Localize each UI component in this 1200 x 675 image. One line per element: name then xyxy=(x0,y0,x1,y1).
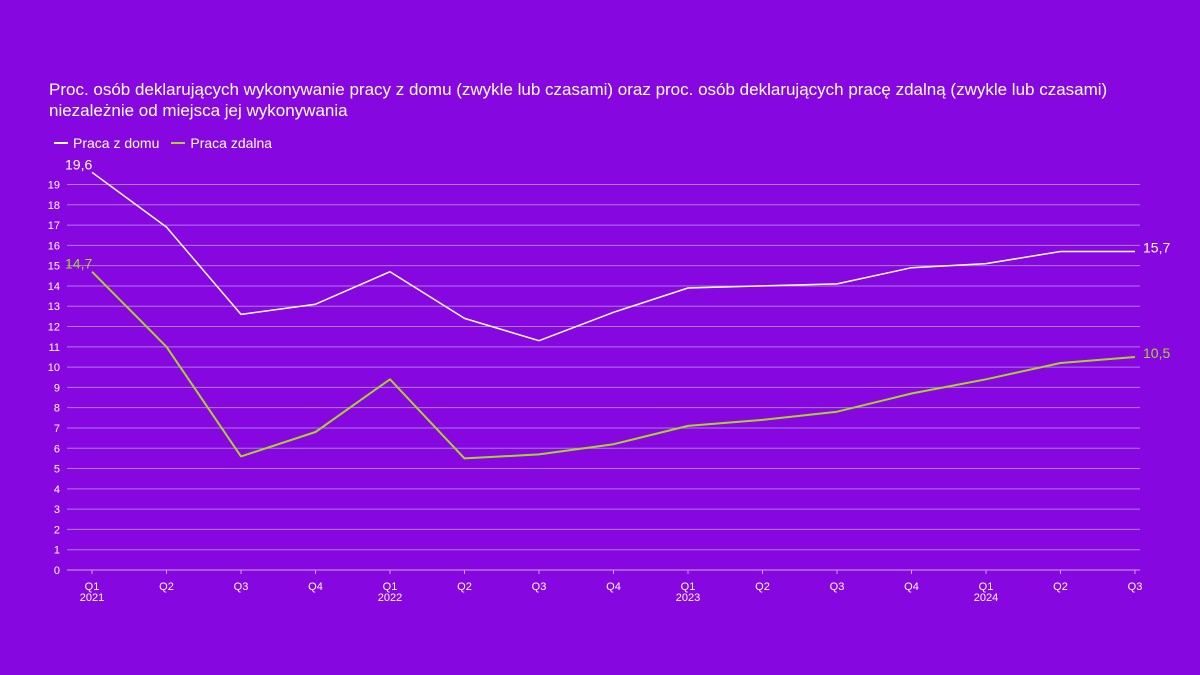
y-tick-label: 1 xyxy=(54,545,60,557)
data-label-first: 19,6 xyxy=(65,156,92,172)
legend: Praca z domu Praca zdalna xyxy=(54,135,284,151)
x-tick-label: Q2 xyxy=(457,581,472,593)
x-tick-label: Q4 xyxy=(606,581,621,593)
legend-label-praca-zdalna: Praca zdalna xyxy=(190,135,273,151)
x-tick-label: Q2 xyxy=(755,581,770,593)
y-tick-label: 18 xyxy=(48,200,60,212)
x-tick-label: Q2 xyxy=(159,581,174,593)
y-tick-label: 11 xyxy=(49,342,60,354)
y-tick-label: 6 xyxy=(54,443,60,455)
x-year-label: 2022 xyxy=(378,592,402,604)
y-tick-label: 17 xyxy=(48,220,60,232)
chart-title: Proc. osób deklarujących wykonywanie pra… xyxy=(49,80,1108,120)
series-line-praca-z-domu xyxy=(91,171,1135,342)
y-tick-label: 19 xyxy=(48,180,60,192)
legend-item-praca-zdalna[interactable]: Praca zdalna xyxy=(171,135,272,151)
y-tick-label: 12 xyxy=(48,322,60,334)
data-label-last: 15,7 xyxy=(1143,239,1170,255)
y-tick-label: 2 xyxy=(54,524,60,536)
y-tick-label: 16 xyxy=(48,240,60,252)
y-tick-label: 13 xyxy=(48,301,60,313)
x-tick-label: Q3 xyxy=(1128,581,1143,593)
x-tick-label: Q4 xyxy=(308,581,323,593)
x-tick-label: Q1 xyxy=(681,581,696,593)
legend-item-praca-z-domu[interactable]: Praca z domu xyxy=(54,135,159,151)
legend-swatch-praca-zdalna xyxy=(171,142,186,144)
y-tick-label: 0 xyxy=(54,565,60,577)
x-tick-label: Q1 xyxy=(85,581,100,593)
y-tick-label: 15 xyxy=(48,261,60,273)
x-tick-label: Q3 xyxy=(234,581,249,593)
data-label-first: 14,7 xyxy=(65,256,92,272)
legend-label-praca-z-domu: Praca z domu xyxy=(73,135,160,151)
y-tick-label: 5 xyxy=(54,464,60,476)
y-tick-label: 7 xyxy=(54,423,60,435)
x-year-label: 2023 xyxy=(676,592,700,604)
y-tick-label: 9 xyxy=(54,382,60,394)
x-tick-label: Q4 xyxy=(904,581,919,593)
x-tick-label: Q3 xyxy=(532,581,547,593)
y-tick-label: 14 xyxy=(48,281,60,293)
data-label-last: 10,5 xyxy=(1143,345,1170,361)
legend-swatch-praca-z-domu xyxy=(54,142,68,144)
x-tick-label: Q3 xyxy=(830,581,845,593)
series-line-praca-zdalna xyxy=(91,270,1136,460)
x-tick-label: Q2 xyxy=(1053,581,1068,593)
y-tick-label: 3 xyxy=(54,504,60,516)
y-tick-label: 8 xyxy=(54,403,60,415)
x-tick-label: Q1 xyxy=(383,581,398,593)
x-tick-label: Q1 xyxy=(979,581,994,593)
x-year-label: 2021 xyxy=(80,592,104,604)
y-tick-label: 4 xyxy=(54,484,60,496)
y-tick-label: 10 xyxy=(48,362,60,374)
x-year-label: 2024 xyxy=(974,592,998,604)
